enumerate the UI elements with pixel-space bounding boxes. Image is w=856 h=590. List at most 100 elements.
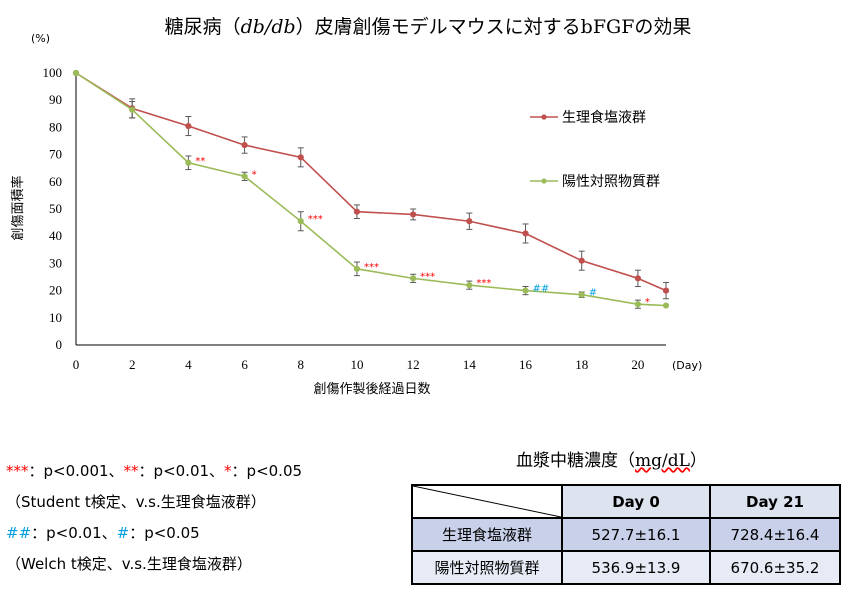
y-tick-label: 0 [56, 337, 63, 352]
data-point [466, 218, 473, 225]
chart-title-italic: db/db [240, 16, 296, 38]
cell-day21: 670.6±35.2 [709, 550, 841, 585]
x-tick-label: 2 [129, 357, 136, 372]
y-tick-label: 90 [49, 92, 62, 107]
y-tick-label: 60 [49, 174, 62, 189]
data-point [578, 291, 585, 298]
row-label: 陽性対照物質群 [411, 550, 563, 585]
glucose-table-title: 血漿中糖濃度（mg/dL） [516, 446, 707, 471]
data-point [522, 287, 529, 294]
y-tick-label: 30 [49, 255, 62, 270]
table-corner-cell [411, 484, 563, 519]
note-test1: （Student t検定、v.s.生理食塩液群） [6, 493, 266, 511]
x-tick-label: 18 [575, 357, 588, 372]
significance-marker: *** [476, 278, 491, 289]
note-stars2: ** [123, 462, 139, 480]
x-tick-label: 14 [463, 357, 477, 372]
data-point [185, 159, 192, 166]
glucose-title-post: ） [689, 451, 707, 471]
legend-label: 陽性対照物質群 [562, 174, 660, 190]
data-point [662, 287, 670, 294]
note-test2: （Welch t検定、v.s.生理食塩液群） [6, 555, 252, 573]
data-point [634, 301, 642, 308]
data-point [410, 211, 417, 218]
x-tick-label: 10 [350, 357, 363, 372]
legend-item-2: 陽性対照物質群 [530, 174, 660, 190]
legend-label: 生理食塩液群 [562, 109, 646, 126]
data-point [297, 154, 304, 161]
note-hash2: ## [6, 524, 32, 542]
x-tick-label: 12 [407, 357, 420, 372]
significance-marker: ## [533, 284, 550, 295]
significance-marker: *** [308, 214, 323, 225]
x-tick-label: 4 [185, 357, 192, 372]
note-p4: ：p<0.01、 [31, 524, 117, 542]
header-day21: Day 21 [709, 484, 841, 519]
series-layer: *************** ## #* [72, 69, 670, 309]
x-tick-label: 6 [241, 357, 248, 372]
cell-day21: 728.4±16.4 [709, 517, 841, 552]
note-p5: ：p<0.05 [129, 524, 200, 542]
note-p2: ：p<0.01、 [138, 462, 225, 480]
data-point [662, 302, 670, 309]
data-point [578, 257, 585, 264]
glucose-table: Day 0 Day 21 生理食塩液群 527.7±16.1 728.4±16.… [411, 484, 841, 585]
note-star1: * [224, 462, 232, 480]
data-point [129, 106, 136, 113]
y-unit: (%) [31, 32, 50, 45]
chart-title: 糖尿病（db/db）皮膚創傷モデルマウスに対するbFGFの効果 [0, 12, 856, 39]
data-point [522, 230, 529, 237]
x-axis-label: 創傷作製後経過日数 [313, 382, 430, 397]
x-tick-label: 8 [298, 357, 305, 372]
glucose-title-pre: 血漿中糖濃度（ [516, 451, 635, 471]
header-day0: Day 0 [561, 484, 711, 519]
note-p3: ：p<0.05 [231, 462, 303, 480]
cell-day0: 527.7±16.1 [561, 517, 711, 552]
y-tick-label: 100 [43, 65, 63, 80]
legend-marker [541, 178, 547, 184]
data-point [185, 122, 192, 130]
significance-marker: * [645, 297, 650, 308]
note-stars3: *** [6, 462, 29, 480]
table-row: 生理食塩液群 527.7±16.1 728.4±16.4 [411, 517, 841, 552]
series-line [75, 72, 667, 307]
chart-title-pre: 糖尿病（ [164, 16, 241, 38]
note-row-student: ***：p<0.001、**：p<0.01、*：p<0.05 [6, 456, 302, 487]
data-point [241, 173, 248, 180]
x-tick-label: 20 [631, 357, 644, 372]
legend-item-1: 生理食塩液群 [530, 109, 646, 126]
y-tick-label: 70 [49, 147, 62, 162]
y-axis-label: 創傷面積率 [10, 175, 26, 240]
data-point [72, 69, 80, 77]
significance-marker: *** [420, 271, 435, 282]
significance-marker: # [589, 288, 597, 299]
y-tick-label: 20 [49, 283, 62, 298]
glucose-title-unit: mg/dL [635, 451, 690, 471]
note-p1: ：p<0.001、 [28, 462, 124, 480]
table-header-row: Day 0 Day 21 [411, 484, 841, 519]
y-tick-label: 50 [49, 201, 62, 216]
y-tick-label: 80 [49, 119, 62, 134]
significance-marker: *** [364, 262, 379, 273]
data-point [241, 141, 248, 149]
note-hash1: # [116, 524, 130, 542]
x-tick-label: 0 [73, 357, 80, 372]
x-tick-label: 16 [519, 357, 533, 372]
data-point [353, 265, 361, 272]
axes: 0 10 20 30 40 50 60 70 80 90 100 0 2 4 6 8 10 12 14 16 18 20 [43, 65, 666, 372]
data-point [634, 275, 642, 282]
legend-marker [541, 114, 547, 120]
data-point [466, 282, 473, 289]
data-point [410, 275, 417, 282]
data-point [353, 208, 361, 215]
significance-marker: * [252, 169, 257, 180]
series-line [75, 72, 667, 292]
cell-day0: 536.9±13.9 [561, 550, 711, 585]
table-row: 陽性対照物質群 536.9±13.9 670.6±35.2 [411, 550, 841, 585]
note-row-welch: ##：p<0.01、#：p<0.05 [6, 518, 302, 549]
y-tick-label: 10 [49, 310, 62, 325]
data-point [297, 218, 304, 225]
series-2: *************** ## #* [72, 69, 670, 309]
